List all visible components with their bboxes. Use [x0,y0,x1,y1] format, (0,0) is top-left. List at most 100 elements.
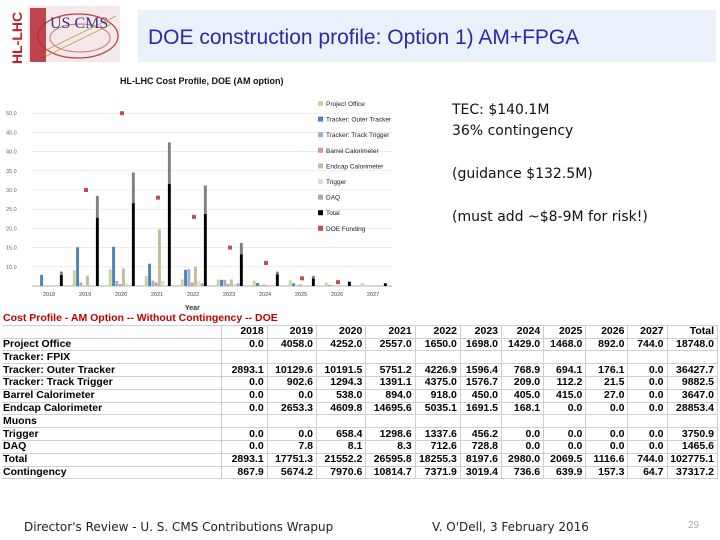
cell: 4609.8 [316,402,367,416]
cell: 456.2 [460,427,503,441]
table-row: Tracker: Outer Tracker 2893.1 10129.6 10191… [2,363,718,377]
cell: 176.1 [585,363,629,377]
table-row: Tracker: Track Trigger 0.0 902.6 1294.3 1391… [2,376,718,390]
cell: 712.6 [415,440,461,454]
cell: 0.0 [221,338,268,352]
cell [460,350,503,365]
bar-endcap-calorimeter-2024 [266,285,269,286]
cell: 2026 [585,325,629,339]
legend-swatch [318,179,323,184]
cell: 768.9 [501,363,545,377]
legend-entry: Total [326,210,340,217]
cell: 1116.6 [585,452,629,467]
table-row: Endcap Calorimeter 0.0 2653.3 4609.8 14695.6… [2,402,718,416]
bar-project-office-2019 [72,270,76,286]
cell: 168.1 [501,402,545,416]
row-label: Barrel Calorimeter [2,389,223,403]
bar-tracker-track-trigger-2021 [151,280,155,286]
legend-swatch [318,147,323,153]
cell: 0.0 [543,427,587,441]
x-tick-label: 2020 [115,292,127,298]
cell: 2024 [501,325,545,339]
bar-tracker-outer-tracker-2024 [256,282,259,286]
cell: 2893.1 [221,363,268,377]
cell: 0.0 [627,363,668,377]
doe-funding-marker-2026 [336,280,340,285]
legend-swatch [318,210,323,216]
cell: 10191.5 [316,363,367,377]
hl-lhc-us-cms-logo: US CMS HL-LHC [9,6,120,64]
bar-project-office-2022 [180,279,184,286]
x-tick-label: 2027 [367,292,379,298]
cell: 8.1 [316,440,367,454]
bar-tracker-outer-tracker-2023 [220,279,223,286]
bar-total-2019 [95,217,99,286]
cell [365,414,416,429]
legend-entry: Barrel Calorimeter [326,148,380,155]
cell: 102775.1 [667,452,718,467]
doe-funding-marker-2025 [300,276,304,281]
cell: 736.6 [501,466,545,480]
cell: 2027 [627,325,668,339]
cell: 3019.4 [460,466,503,480]
bar-tracker-track-trigger-2019 [79,282,83,286]
y-tick-label: 20.0 [6,226,17,232]
x-tick-label: 2021 [151,292,163,298]
slide-title: DOE construction profile: Option 1) AM+F… [148,26,580,49]
cell: 1691.5 [460,402,503,416]
cell [460,414,503,429]
cell [267,350,318,365]
doe-funding-marker-2024 [264,260,268,265]
bar-tracker-outer-tracker-2022 [184,269,187,286]
bar-contingency-2021 [167,142,171,184]
legend-entry: Endcap Calorimeter [326,163,384,170]
row-label: DAQ [2,440,223,454]
row-label: Tracker: Outer Tracker [2,363,223,377]
bar-total-2023 [239,254,243,286]
cell [501,414,545,429]
logo-text-us-cms: US CMS [50,15,108,32]
cell: 918.0 [415,389,461,403]
bar-trigger-2020 [125,283,129,286]
cell: 744.0 [627,452,668,467]
bar-endcap-calorimeter-2022 [194,266,197,286]
cell [543,350,587,365]
bar-trigger-2022 [197,281,201,286]
cell: 0.0 [627,376,668,390]
page-number: 29 [688,520,700,531]
cell: 3647.0 [667,389,718,403]
cell: 157.3 [585,466,629,480]
legend-entry: Tracker: Track Trigger [326,132,390,139]
cell: 3750.9 [667,427,718,441]
y-tick-label: 25.0 [6,207,17,213]
table-row: Project Office 0.0 4058.0 4252.0 2557.0 1650.… [2,338,718,352]
row-label: Muons [2,414,223,429]
cell: 1429.0 [501,338,545,352]
doe-funding-marker-2021 [156,195,160,200]
cell: 0.0 [267,427,318,441]
cell: 0.0 [501,427,545,441]
cell: 415.0 [543,389,587,403]
cell: 21552.2 [316,452,367,467]
cell: 64.7 [627,466,668,480]
table-row: Tracker: FPIX [2,350,718,365]
chart-title: HL-LHC Cost Profile, DOE (AM option) [120,76,283,86]
cell [501,350,545,365]
cell: 18748.0 [667,338,718,352]
cell: 1391.1 [365,376,416,390]
legend-swatch [318,163,323,169]
y-tick-label: 50.0 [6,111,17,117]
bar-barrel-calorimeter-2020 [118,284,122,286]
bar-contingency-2019 [95,195,99,218]
y-tick-label: 40.0 [6,150,17,156]
bar-barrel-calorimeter-2022 [190,282,194,286]
table-row: DAQ 0.0 7.8 8.1 8.3 712.6 728.8 0.0 0.0 0.0 0.0 146… [2,440,718,454]
bar-project-office-2021 [144,276,148,286]
row-label: Project Office [2,338,223,352]
bar-tracker-outer-tracker-2018 [40,274,43,286]
table-header-row: 2018 2019 2020 2021 2022 2023 2024 2025 2026 2027… [2,325,718,339]
cell: 1596.4 [460,363,503,377]
bar-project-office-2024 [252,280,256,286]
cell: 2069.5 [543,452,587,467]
bar-contingency-2026 [347,281,351,282]
